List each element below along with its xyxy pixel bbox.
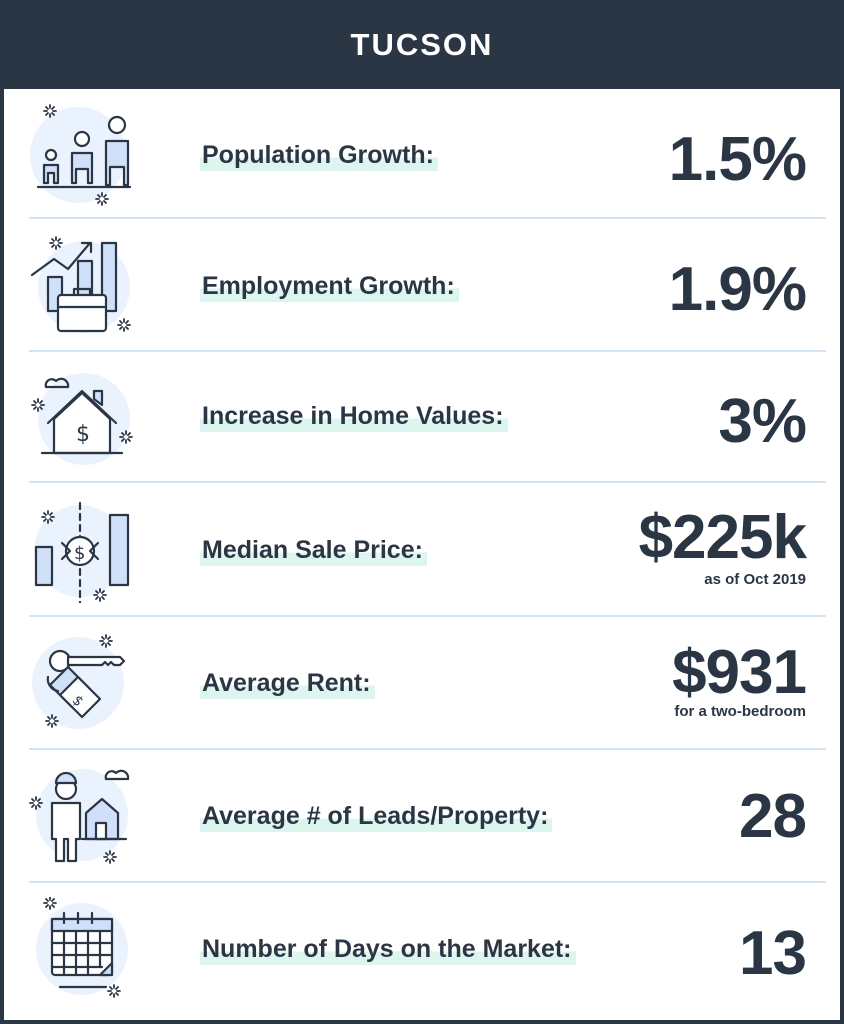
days-on-market-label: Number of Days on the Market:	[200, 935, 576, 965]
population-growth-label: Population Growth:	[200, 141, 438, 171]
people-icon	[26, 103, 136, 207]
median-sale-price-note: as of Oct 2019	[704, 571, 806, 588]
briefcase-chart-icon	[26, 233, 136, 337]
house-dollar-icon: $	[26, 365, 136, 469]
home-values-value: 3%	[718, 387, 807, 456]
divider	[29, 481, 826, 483]
average-rent-label: Average Rent:	[200, 669, 375, 699]
key-tag-icon: $	[26, 631, 136, 735]
divider	[29, 615, 826, 617]
average-rent-value: $931	[672, 638, 807, 707]
population-growth-value: 1.5%	[668, 125, 807, 194]
employment-growth-value: 1.9%	[668, 255, 807, 324]
person-house-icon	[26, 763, 136, 867]
median-sale-price-value: $225k	[638, 503, 807, 572]
svg-text:$: $	[76, 422, 90, 447]
city-title: TUCSON	[350, 26, 494, 62]
home-values-label: Increase in Home Values:	[200, 402, 508, 432]
average-leads-value: 28	[739, 782, 807, 851]
days-on-market-value: 13	[739, 919, 807, 988]
stats-list: Population Growth: 1.5% Employment Growt…	[4, 89, 840, 1020]
price-bars-icon: $	[26, 499, 136, 605]
svg-text:$: $	[74, 543, 85, 564]
employment-growth-label: Employment Growth:	[200, 272, 459, 302]
divider	[29, 217, 826, 219]
divider	[29, 748, 826, 750]
average-rent-note: for a two-bedroom	[674, 703, 806, 720]
calendar-icon	[26, 896, 136, 1001]
average-leads-label: Average # of Leads/Property:	[200, 802, 553, 832]
median-sale-price-label: Median Sale Price:	[200, 536, 427, 566]
divider	[29, 881, 826, 883]
divider	[29, 350, 826, 352]
